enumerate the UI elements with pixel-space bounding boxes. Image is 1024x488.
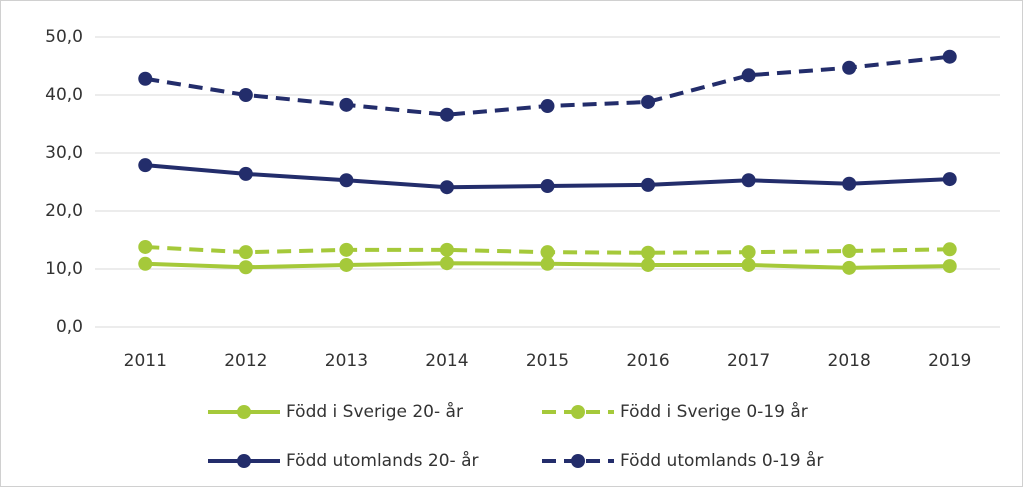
data-point <box>942 172 957 187</box>
y-tick-label: 0,0 <box>56 317 83 337</box>
data-point <box>842 176 857 191</box>
data-point <box>339 173 354 188</box>
data-point <box>238 260 253 275</box>
data-point <box>439 242 454 257</box>
data-point <box>641 177 656 192</box>
data-point <box>138 256 153 271</box>
data-point <box>842 60 857 75</box>
data-point <box>339 242 354 257</box>
y-tick-label: 40,0 <box>45 85 83 105</box>
data-point <box>942 49 957 64</box>
x-tick-label: 2019 <box>928 351 971 371</box>
data-point <box>842 244 857 259</box>
data-point <box>641 257 656 272</box>
data-point <box>138 239 153 254</box>
x-tick-label: 2016 <box>626 351 669 371</box>
data-point <box>942 259 957 274</box>
data-point <box>439 256 454 271</box>
legend-marker <box>237 454 251 468</box>
data-point <box>138 158 153 173</box>
data-point <box>942 242 957 257</box>
x-tick-label: 2015 <box>526 351 569 371</box>
data-point <box>540 179 555 194</box>
data-point <box>641 94 656 109</box>
x-tick-label: 2012 <box>224 351 267 371</box>
data-point <box>842 260 857 275</box>
x-tick-label: 2014 <box>425 351 468 371</box>
data-point <box>540 245 555 260</box>
legend-label: Född utomlands 20- år <box>286 450 479 471</box>
x-tick-label: 2018 <box>828 351 871 371</box>
legend-label: Född i Sverige 0-19 år <box>620 401 808 422</box>
x-tick-label: 2011 <box>124 351 167 371</box>
data-point <box>238 88 253 102</box>
legend-label: Född utomlands 0-19 år <box>620 450 823 471</box>
data-point <box>641 245 656 260</box>
y-tick-label: 20,0 <box>45 201 83 221</box>
data-point <box>238 166 253 181</box>
data-point <box>138 71 153 86</box>
legend-marker <box>571 454 585 468</box>
data-point <box>238 245 253 260</box>
y-tick-label: 30,0 <box>45 143 83 163</box>
data-point <box>741 257 756 272</box>
y-tick-label: 10,0 <box>45 259 83 279</box>
x-tick-label: 2017 <box>727 351 770 371</box>
data-point <box>540 256 555 271</box>
data-point <box>741 173 756 188</box>
legend-marker <box>237 405 251 419</box>
data-point <box>439 107 454 122</box>
data-point <box>439 180 454 195</box>
data-point <box>339 97 354 112</box>
legend-label: Född i Sverige 20- år <box>286 401 463 422</box>
data-point <box>540 99 555 114</box>
data-point <box>741 245 756 260</box>
x-tick-label: 2013 <box>325 351 368 371</box>
data-point <box>339 257 354 272</box>
data-point <box>741 68 756 83</box>
y-tick-label: 50,0 <box>45 27 83 47</box>
legend-marker <box>571 405 585 419</box>
